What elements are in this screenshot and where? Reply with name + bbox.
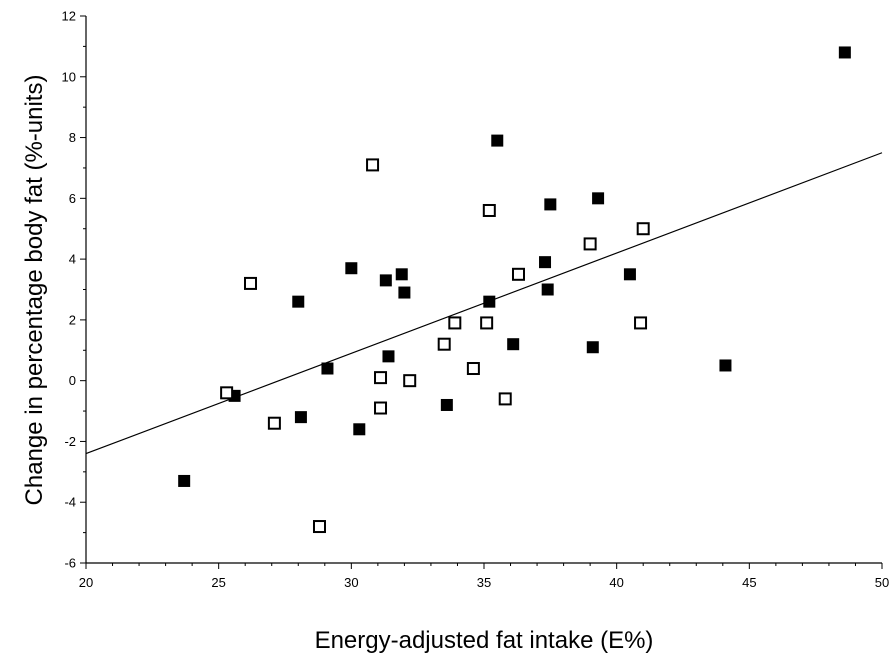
data-point-filled (623, 268, 636, 281)
data-point-open (267, 416, 281, 430)
data-point-open (244, 276, 258, 290)
y-tick-label: 10 (62, 69, 76, 84)
y-tick-label: -6 (64, 556, 76, 571)
data-point-filled (539, 256, 552, 269)
data-point-filled (592, 192, 605, 205)
x-axis-title: Energy-adjusted fat intake (E%) (315, 627, 654, 654)
x-tick-label: 40 (609, 575, 623, 590)
data-point-filled (541, 283, 554, 296)
data-point-open (511, 267, 525, 281)
data-point-filled (353, 423, 366, 436)
data-point-filled (398, 286, 411, 299)
data-point-open (374, 401, 388, 415)
x-tick-label: 45 (742, 575, 756, 590)
x-tick-label: 50 (875, 575, 889, 590)
data-point-open (448, 316, 462, 330)
data-point-open (583, 237, 597, 251)
data-point-filled (483, 295, 496, 308)
y-axis-title: Change in percentage body fat (%-units) (21, 75, 48, 506)
data-point-open (480, 316, 494, 330)
y-tick-label: -4 (64, 495, 76, 510)
y-tick-label: 0 (69, 373, 76, 388)
data-point-filled (178, 474, 191, 487)
x-axis: 20 25 30 35 40 45 50 (79, 562, 889, 590)
data-point-filled (544, 198, 557, 211)
data-point-open (312, 520, 326, 534)
data-point-filled (345, 262, 358, 275)
data-point-open (366, 158, 380, 172)
x-tick-label: 30 (344, 575, 358, 590)
x-tick-label: 35 (477, 575, 491, 590)
data-point-filled (838, 46, 851, 59)
y-tick-label: 2 (69, 312, 76, 327)
data-point-open (498, 392, 512, 406)
data-point-filled (379, 274, 392, 287)
data-points (178, 46, 851, 534)
data-point-filled (395, 268, 408, 281)
data-point-open (634, 316, 648, 330)
y-tick-label: 12 (62, 9, 76, 24)
data-point-open (466, 362, 480, 376)
y-tick-label: 8 (69, 130, 76, 145)
data-point-filled (586, 341, 599, 354)
y-tick-label: 6 (69, 191, 76, 206)
x-tick-label: 20 (79, 575, 93, 590)
data-point-filled (321, 362, 334, 375)
data-point-filled (382, 350, 395, 363)
data-point-open (482, 203, 496, 217)
data-point-filled (719, 359, 732, 372)
data-point-filled (292, 295, 305, 308)
data-point-filled (507, 338, 520, 351)
data-point-filled (294, 411, 307, 424)
x-tick-label: 25 (211, 575, 225, 590)
data-point-filled (440, 398, 453, 411)
y-axis: -6 -4 -2 0 2 4 6 8 10 12 (62, 9, 87, 571)
data-point-open (374, 371, 388, 385)
data-point-open (220, 386, 234, 400)
y-tick-label: -2 (64, 434, 76, 449)
data-point-open (636, 222, 650, 236)
data-point-open (437, 337, 451, 351)
data-point-open (403, 374, 417, 388)
data-point-filled (491, 134, 504, 147)
y-tick-label: 4 (69, 252, 76, 267)
